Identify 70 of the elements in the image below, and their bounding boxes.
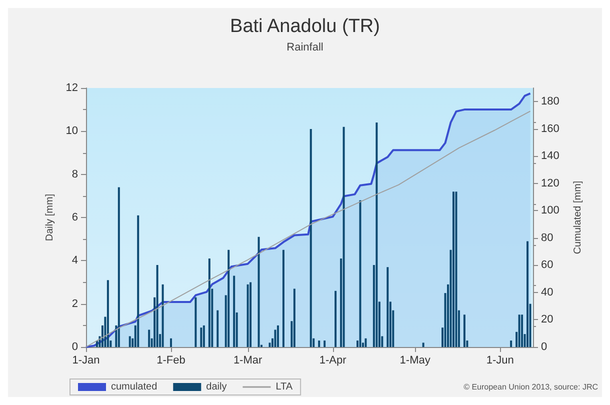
text: © European Union 2013, source: JRC <box>464 382 598 392</box>
bar <box>452 192 454 347</box>
y-tick-label: 4 <box>72 254 78 267</box>
bar <box>258 236 260 347</box>
y2-tick-label: 20 <box>541 314 554 326</box>
bar <box>216 310 219 347</box>
x-tick-label: 1-Jun <box>486 354 514 366</box>
y2-axis-title: Cumulated [mm] <box>572 180 584 254</box>
bar <box>274 330 276 347</box>
x-tick-label: 1-Mar <box>233 354 262 366</box>
bar <box>318 340 320 347</box>
y-tick-label: 10 <box>66 125 78 138</box>
legend-label: LTA <box>276 382 293 392</box>
bar <box>310 129 312 347</box>
bar <box>376 122 378 347</box>
bar <box>170 338 172 347</box>
bar <box>228 250 230 347</box>
bar <box>342 126 345 347</box>
bar <box>422 342 424 347</box>
y-tick-label: 12 <box>66 82 78 94</box>
bar <box>268 342 271 347</box>
y-tick-label: 6 <box>72 212 78 224</box>
bar <box>106 280 109 347</box>
bar <box>521 314 524 347</box>
bar <box>526 241 529 347</box>
y2-tick-label: 60 <box>541 259 554 272</box>
bar <box>156 264 158 347</box>
y-tick-label: 2 <box>72 298 78 310</box>
bar <box>455 192 458 347</box>
bar <box>463 314 466 347</box>
bar <box>334 290 337 347</box>
y2-tick-label: 180 <box>541 96 560 108</box>
bar <box>200 328 202 347</box>
bar <box>293 288 296 347</box>
bar <box>233 276 236 347</box>
bar <box>324 340 326 347</box>
y2-tick-label: 0 <box>541 341 548 353</box>
bar <box>202 325 205 347</box>
y2-tick-label: 100 <box>541 204 560 217</box>
y2-tick-label: 140 <box>541 150 560 162</box>
bar <box>148 330 150 347</box>
bar <box>128 336 131 347</box>
legend-label: cumulated <box>111 382 158 392</box>
y2-tick-label: 80 <box>541 232 554 244</box>
x-tick-label: 1-Apr <box>319 354 347 366</box>
y-tick-label: 0 <box>72 341 78 353</box>
bar <box>282 250 284 347</box>
chart-title: Bati Anadolu (TR) <box>230 16 380 37</box>
y2-tick-label: 160 <box>541 122 560 135</box>
bar <box>386 267 389 347</box>
y2-tick-label: 120 <box>541 177 560 190</box>
y2-tick-label: 40 <box>541 286 554 298</box>
bar <box>250 282 252 347</box>
bar <box>162 284 164 347</box>
bar <box>137 215 140 347</box>
bar <box>364 338 367 347</box>
chart-subtitle: Rainfall <box>286 42 324 54</box>
bar <box>194 297 197 347</box>
y-axis-title: Daily [mm] <box>44 194 56 242</box>
x-tick-label: 1-Feb <box>156 354 186 366</box>
bar <box>518 314 520 347</box>
bar <box>359 200 362 347</box>
bar <box>118 187 120 347</box>
x-tick-label: 1-May <box>400 354 431 366</box>
bar <box>276 325 279 347</box>
legend-label: daily <box>206 382 227 392</box>
bar <box>246 284 249 347</box>
bar <box>208 258 210 347</box>
x-tick-label: 1-Jan <box>72 354 100 366</box>
y-tick-label: 8 <box>72 168 78 180</box>
